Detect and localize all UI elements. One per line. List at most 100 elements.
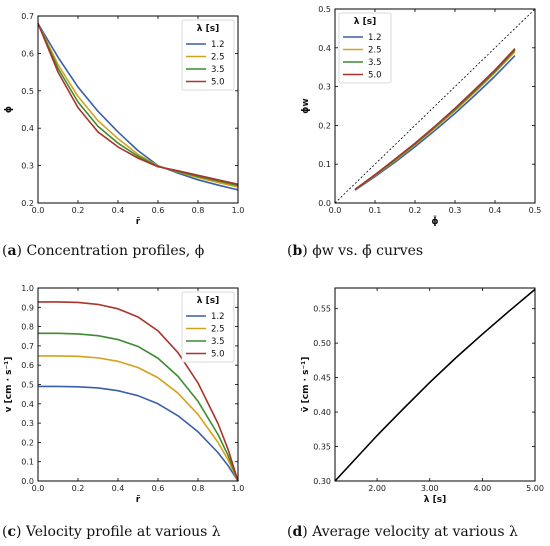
y-tick-label-a: 0.4	[21, 124, 34, 133]
y-tick-label-d: 0.35	[313, 443, 331, 452]
x-tick-label-b: 0.4	[489, 206, 502, 215]
x-tick-label-b: 0.2	[409, 206, 422, 215]
x-axis-label-c: r̄	[136, 495, 141, 505]
legend-entry-a: 2.5	[211, 53, 225, 63]
legend-entry-a: 5.0	[211, 78, 225, 88]
y-tick-label-c: 0.4	[21, 400, 34, 409]
y-tick-label-c: 0.1	[21, 458, 34, 467]
y-tick-label-b: 0.5	[318, 5, 331, 14]
x-tick-label-d: 3.00	[421, 484, 439, 493]
x-tick-label-c: 0.0	[32, 484, 45, 493]
x-tick-label-c: 0.6	[152, 484, 165, 493]
x-tick-label-c: 0.2	[72, 484, 85, 493]
series-line-a-2.5	[37, 23, 239, 188]
legend-entry-b: 3.5	[368, 58, 382, 68]
y-tick-label-c: 0.8	[21, 323, 34, 332]
x-tick-label-d: 5.00	[526, 484, 544, 493]
y-tick-label-b: 0.1	[318, 160, 331, 169]
series-line-c-3.5	[38, 332, 239, 482]
y-tick-label-a: 0.7	[21, 12, 34, 21]
plot-frame-b	[334, 8, 536, 204]
reference-line-b	[334, 8, 536, 204]
legend-c	[181, 291, 235, 363]
legend-entry-c: 2.5	[211, 325, 225, 335]
legend-title-b: λ [s]	[354, 17, 376, 27]
y-axis-label-b: ϕw	[301, 98, 311, 113]
x-axis-label-a: r̄	[136, 217, 141, 227]
x-tick-label-d: 2.00	[368, 484, 386, 493]
y-tick-label-a: 0.5	[21, 87, 34, 96]
y-tick-label-c: 0.7	[21, 342, 34, 351]
caption-a: (a) Concentration profiles, ϕ	[2, 243, 205, 259]
x-tick-label-b: 0.1	[369, 206, 382, 215]
y-tick-label-a: 0.3	[21, 162, 34, 171]
y-axis-label-c: v [cm · s⁻¹]	[4, 357, 14, 413]
y-tick-label-d: 0.55	[313, 305, 331, 314]
series-line-a-3.5	[37, 23, 239, 187]
y-tick-label-c: 0.5	[21, 381, 34, 390]
plot-frame-d	[334, 287, 536, 482]
y-tick-label-c: 0.0	[21, 477, 34, 486]
chart-d: 2.00 3.00 4.00 5.00 0.30 0.35 0.40 0.45 0.50 0.55…	[301, 287, 544, 505]
series-line-a-5.0	[37, 23, 239, 186]
series-line-b-5.0	[354, 48, 516, 191]
legend-entry-b: 5.0	[368, 71, 382, 81]
x-tick-label-a: 0.6	[152, 206, 165, 215]
legend-entry-a: 1.2	[211, 40, 225, 50]
y-tick-label-b: 0.2	[318, 121, 331, 130]
legend-entry-c: 1.2	[211, 312, 225, 322]
y-tick-label-b: 0.0	[318, 199, 331, 208]
y-tick-label-b: 0.4	[318, 44, 331, 53]
legend-a	[181, 19, 235, 91]
series-line-c-5.0	[38, 301, 239, 482]
series-line-a-1.2	[37, 23, 239, 191]
x-tick-label-a: 0.4	[112, 206, 125, 215]
y-tick-label-d: 0.40	[313, 408, 331, 417]
x-tick-label-c: 1.0	[232, 484, 245, 493]
series-line-c-2.5	[38, 355, 239, 482]
y-tick-label-a: 0.6	[21, 49, 34, 58]
plot-frame-a	[37, 15, 239, 204]
legend-entry-c: 5.0	[211, 350, 225, 360]
y-axis-label-a: ϕ	[4, 106, 14, 113]
y-tick-label-d: 0.30	[313, 477, 331, 486]
chart-c: 0.0 0.2 0.4 0.6 0.8 1.0 0.0 0.1 0.2 0.3 0.4 0.5 0.6 0…	[4, 284, 244, 505]
x-tick-label-a: 0.8	[192, 206, 205, 215]
y-tick-label-d: 0.45	[313, 374, 331, 383]
x-axis-label-d: λ [s]	[424, 495, 446, 505]
x-tick-label-a: 0.2	[72, 206, 85, 215]
y-tick-label-d: 0.50	[313, 339, 331, 348]
chart-b: 0.0 0.1 0.2 0.3 0.4 0.5 0.0 0.1 0.2 0.3 0.4 0.5 ϕ̄ ϕw…	[301, 5, 541, 227]
caption-d: (d) Average velocity at various λ	[287, 524, 518, 540]
series-line-c-1.2	[38, 385, 239, 482]
x-tick-label-a: 0.0	[32, 206, 45, 215]
legend-b	[338, 12, 392, 84]
y-tick-label-c: 0.6	[21, 361, 34, 370]
y-tick-label-c: 0.2	[21, 438, 34, 447]
legend-entry-b: 2.5	[368, 46, 382, 56]
chart-a: 0.0 0.2 0.4 0.6 0.8 1.00.20.30.40.50.60.7r̄ϕλ…	[4, 12, 244, 227]
series-line-b-1.2	[354, 55, 516, 191]
caption-c: (c) Velocity profile at various λ	[2, 524, 221, 540]
legend-title-c: λ [s]	[197, 296, 219, 306]
series-line-d-main	[334, 288, 536, 482]
legend-entry-c: 3.5	[211, 337, 225, 347]
plot-frame-c	[37, 287, 239, 482]
y-tick-label-b: 0.3	[318, 83, 331, 92]
legend-entry-b: 1.2	[368, 33, 382, 43]
x-axis-label-b: ϕ̄	[431, 215, 438, 227]
x-tick-label-b: 0.5	[529, 206, 542, 215]
y-tick-label-c: 0.9	[21, 303, 34, 312]
x-tick-label-c: 0.8	[192, 484, 205, 493]
caption-b: (b) ϕw vs. ϕ̄ curves	[287, 243, 424, 259]
x-tick-label-b: 0.0	[329, 206, 342, 215]
x-tick-label-a: 1.0	[232, 206, 245, 215]
y-axis-label-d: v̄ [cm · s⁻¹]	[301, 357, 311, 413]
x-tick-label-b: 0.3	[449, 206, 462, 215]
x-tick-label-c: 0.4	[112, 484, 125, 493]
legend-entry-a: 3.5	[211, 65, 225, 75]
legend-title-a: λ [s]	[197, 24, 219, 34]
y-tick-label-c: 0.3	[21, 419, 34, 428]
y-tick-label-c: 1.0	[21, 284, 34, 293]
